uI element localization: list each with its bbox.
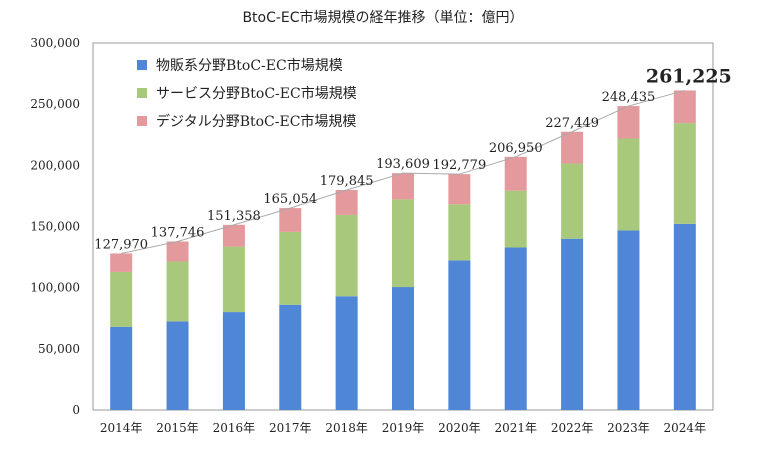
bar-segment-2 — [222, 246, 245, 313]
bar-segment-3 — [392, 173, 414, 200]
legend-label: デジタル分野BtoC-EC市場規模 — [156, 113, 356, 130]
total-label: 227,449 — [545, 116, 599, 131]
bar-segment-1 — [110, 326, 133, 410]
total-label: 179,845 — [320, 174, 374, 189]
x-tick-label: 2017年 — [269, 421, 312, 435]
total-label: 192,779 — [432, 158, 486, 173]
bar-segment-1 — [504, 247, 527, 410]
total-label: 261,225 — [646, 65, 732, 87]
legend-label: 物販系分野BtoC-EC市場規模 — [156, 57, 343, 74]
bar-segment-3 — [166, 241, 189, 262]
bar-segment-3 — [673, 90, 696, 124]
bar-segment-3 — [110, 253, 133, 272]
bar-segment-2 — [561, 163, 584, 239]
bar-segment-2 — [673, 123, 696, 224]
bar-segment-3 — [504, 156, 527, 191]
bar-segment-3 — [617, 106, 640, 139]
total-label: 165,054 — [263, 192, 317, 207]
bar-segment-1 — [617, 230, 640, 410]
bar-segment-3 — [222, 224, 245, 247]
x-tick-label: 2024年 — [664, 421, 707, 435]
y-tick-label: 250,000 — [30, 97, 80, 111]
bar-segment-1 — [561, 238, 584, 410]
total-label: 151,358 — [207, 209, 261, 224]
bar-segment-1 — [279, 304, 302, 410]
bar-segment-1 — [222, 312, 245, 410]
y-tick-label: 150,000 — [30, 220, 80, 234]
x-tick-label: 2019年 — [382, 421, 425, 435]
bar-segment-1 — [392, 287, 414, 410]
bar-segment-3 — [279, 208, 302, 232]
legend-swatch — [137, 116, 147, 126]
chart-title: BtoC-EC市場規模の経年推移（単位：億円） — [242, 9, 523, 26]
legend-swatch — [137, 88, 147, 98]
x-tick-label: 2023年 — [607, 421, 650, 435]
bar-segment-1 — [448, 260, 471, 410]
x-tick-label: 2016年 — [213, 421, 256, 435]
y-tick-label: 200,000 — [30, 158, 80, 172]
total-trend-line — [121, 89, 685, 254]
bar-segment-3 — [561, 131, 584, 164]
bar-segment-2 — [448, 204, 471, 261]
bar-segment-1 — [335, 296, 358, 410]
total-label: 193,609 — [376, 157, 430, 172]
total-label: 127,970 — [94, 237, 148, 252]
bar-segment-1 — [673, 223, 696, 410]
bar-segment-3 — [335, 189, 358, 215]
total-label: 137,746 — [151, 225, 205, 240]
bar-segment-2 — [617, 138, 640, 231]
bar-segment-1 — [166, 321, 189, 410]
total-label: 248,435 — [602, 90, 656, 105]
y-tick-label: 100,000 — [30, 281, 80, 295]
legend-swatch — [137, 60, 147, 70]
y-tick-label: 0 — [72, 403, 80, 417]
bar-segment-2 — [335, 214, 358, 297]
bar-segment-3 — [448, 174, 471, 205]
y-tick-label: 300,000 — [30, 36, 80, 50]
bar-segment-2 — [279, 231, 302, 305]
x-tick-label: 2014年 — [100, 421, 143, 435]
x-tick-label: 2022年 — [551, 421, 594, 435]
x-tick-label: 2015年 — [156, 421, 199, 435]
bar-segment-2 — [166, 261, 189, 322]
x-tick-label: 2018年 — [325, 421, 368, 435]
total-label: 206,950 — [489, 141, 543, 156]
bar-segment-2 — [392, 199, 414, 288]
legend-label: サービス分野BtoC-EC市場規模 — [156, 85, 357, 102]
y-tick-label: 50,000 — [38, 342, 80, 356]
x-tick-label: 2020年 — [438, 421, 481, 435]
bar-segment-2 — [110, 271, 133, 327]
x-tick-label: 2021年 — [494, 421, 537, 435]
bar-segment-2 — [504, 190, 527, 248]
